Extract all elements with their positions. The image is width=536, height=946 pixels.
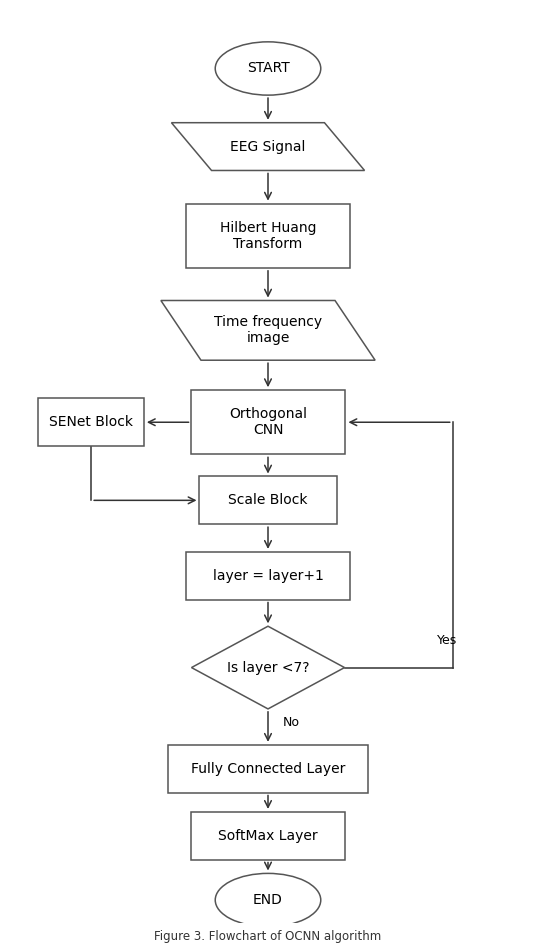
FancyBboxPatch shape <box>199 477 337 524</box>
FancyBboxPatch shape <box>191 390 345 454</box>
Text: layer = layer+1: layer = layer+1 <box>213 569 323 583</box>
Text: Is layer <7?: Is layer <7? <box>227 660 309 674</box>
FancyBboxPatch shape <box>186 552 350 600</box>
Ellipse shape <box>215 873 321 927</box>
Text: SENet Block: SENet Block <box>49 415 133 429</box>
Polygon shape <box>172 123 364 170</box>
FancyBboxPatch shape <box>39 398 144 447</box>
FancyBboxPatch shape <box>168 745 368 793</box>
Text: Yes: Yes <box>437 635 458 647</box>
FancyBboxPatch shape <box>191 812 345 860</box>
Polygon shape <box>191 626 345 709</box>
Text: Scale Block: Scale Block <box>228 494 308 507</box>
Text: EEG Signal: EEG Signal <box>230 140 306 153</box>
Text: SoftMax Layer: SoftMax Layer <box>218 829 318 843</box>
Ellipse shape <box>215 42 321 96</box>
Text: Figure 3. Flowchart of OCNN algorithm: Figure 3. Flowchart of OCNN algorithm <box>154 930 382 943</box>
Text: No: No <box>283 716 300 729</box>
Text: Orthogonal
CNN: Orthogonal CNN <box>229 407 307 437</box>
Text: Hilbert Huang
Transform: Hilbert Huang Transform <box>220 220 316 251</box>
Text: END: END <box>253 893 283 907</box>
Polygon shape <box>161 301 375 360</box>
Text: Time frequency
image: Time frequency image <box>214 315 322 345</box>
FancyBboxPatch shape <box>186 203 350 268</box>
Text: Fully Connected Layer: Fully Connected Layer <box>191 762 345 776</box>
Text: START: START <box>247 61 289 76</box>
